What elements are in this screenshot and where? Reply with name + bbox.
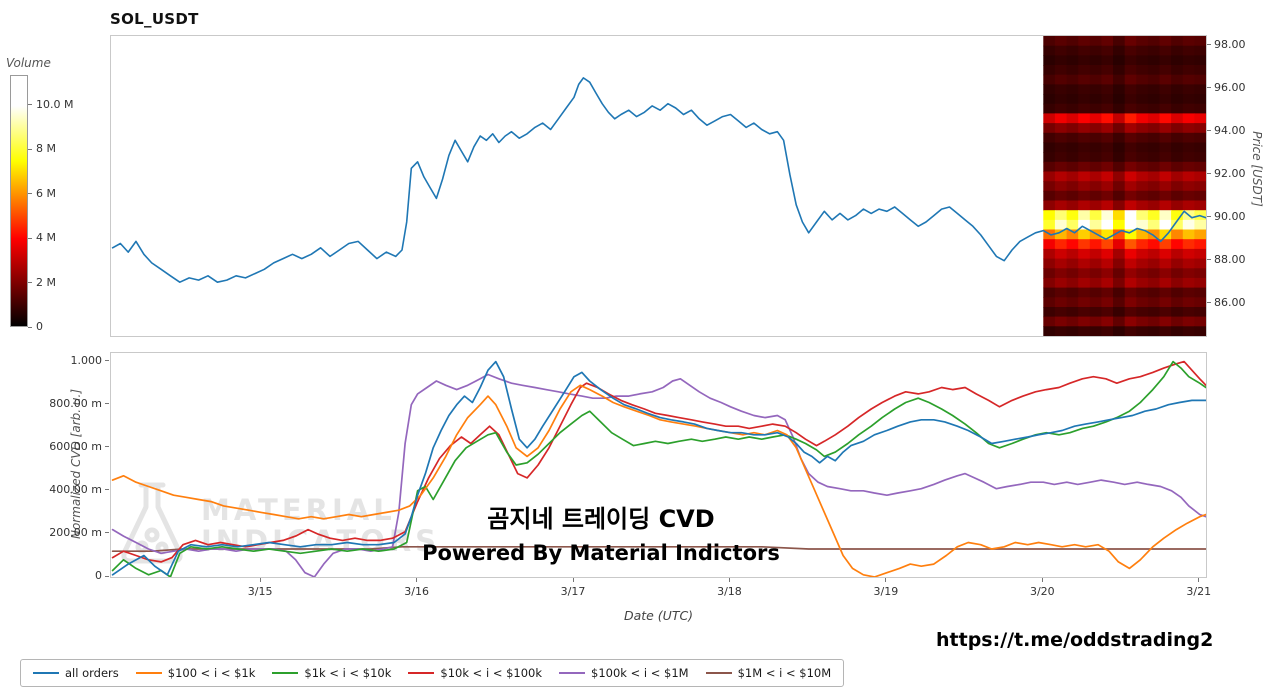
legend-item-3: $10k < i < $100k [408, 666, 542, 680]
price-tick-label: 94.00 [1214, 123, 1246, 137]
legend-item-label: all orders [65, 666, 119, 680]
price-axis-tick [1207, 44, 1211, 46]
legend-item-4: $100k < i < $1M [559, 666, 689, 680]
cvd-tick-label: 600.00 m [49, 439, 102, 453]
x-tick-label: 3/20 [1029, 585, 1055, 598]
legend-item-label: $100 < i < $1k [167, 666, 256, 680]
x-tick-label: 3/18 [717, 585, 742, 598]
price-axis-tick [1207, 259, 1211, 261]
legend-line-sample [272, 672, 299, 674]
cvd-axis-tick [105, 489, 109, 491]
cvd-axis-tick [105, 575, 109, 577]
cvd-series-line-0 [111, 360, 1206, 576]
volume-axis-tick [28, 326, 32, 328]
x-tick-label: 3/17 [560, 585, 586, 598]
legend-item-label: $100k < i < $1M [591, 666, 689, 680]
cvd-series-line-1 [111, 384, 1206, 577]
cvd-tick-label: 0 [95, 569, 102, 582]
watermark-caption-korean: 곰지네 트레이딩 CVD [487, 505, 715, 533]
volume-tick-label: 10.0 M [36, 97, 74, 111]
x-axis-tick [885, 578, 887, 582]
volume-axis-tick [28, 193, 32, 195]
legend-line-sample [705, 672, 732, 674]
legend-line-sample [559, 672, 586, 674]
price-tick-label: 96.00 [1214, 80, 1246, 94]
x-axis-tick [728, 578, 730, 582]
wordmark-line-1: MATERIAL [201, 492, 396, 527]
legend-item-0: all orders [33, 666, 119, 680]
cvd-series-line-4 [111, 373, 1206, 577]
cvd-axis-title: Normalized CVD [arb. u.] [69, 388, 83, 540]
price-tick-label: 90.00 [1214, 209, 1246, 223]
x-axis-tick [1041, 578, 1043, 582]
x-tick-label: 3/19 [873, 585, 899, 598]
volume-tick-label: 6 M [36, 186, 56, 200]
x-tick-label: 3/16 [404, 585, 429, 598]
legend-item-label: $1k < i < $10k [304, 666, 392, 680]
price-tick-label: 98.00 [1214, 37, 1246, 51]
volume-tick-label: 4 M [36, 231, 56, 245]
volume-heatmap [1043, 36, 1206, 336]
cvd-axis-tick [105, 360, 109, 362]
legend-item-2: $1k < i < $10k [272, 666, 391, 680]
watermark-caption: 곰지네 트레이딩 CVD Powered By Material Indicto… [351, 499, 851, 565]
cvd-tick-label: 400.00 m [49, 482, 102, 496]
x-axis-tick [259, 578, 261, 582]
volume-axis-tick [28, 237, 32, 239]
volume-axis-tick [28, 104, 32, 106]
volume-colorbar [10, 75, 28, 327]
legend: all orders $100 < i < $1k $1k < i < $10k $1… [20, 659, 845, 687]
volume-axis-tick [28, 148, 32, 150]
date-axis-title: Date (UTC) [623, 608, 694, 623]
price-axis-tick [1207, 87, 1211, 89]
cvd-series-line-5 [111, 545, 1206, 553]
x-axis-tick [1198, 578, 1200, 582]
legend-item-1: $100 < i < $1k [135, 666, 256, 680]
legend-item-label: $10k < i < $100k [440, 666, 543, 680]
price-line [111, 77, 1206, 283]
price-axis-tick [1207, 216, 1211, 218]
cvd-axis-tick [105, 446, 109, 448]
price-tick-label: 86.00 [1214, 295, 1246, 309]
price-axis-tick [1207, 130, 1211, 132]
volume-axis-tick [28, 282, 32, 284]
legend-line-sample [135, 672, 162, 674]
price-chart-svg [111, 36, 1206, 336]
volume-tick-label: 8 M [36, 142, 56, 156]
telegram-link[interactable]: https://t.me/oddstrading2 [936, 629, 1214, 651]
price-tick-label: 92.00 [1214, 166, 1246, 180]
cvd-axis-tick [105, 532, 109, 534]
cvd-panel: MATERIAL INDICATORS 곰지네 트레이딩 CVD Powered… [110, 352, 1207, 578]
price-tick-label: 88.00 [1214, 252, 1246, 266]
legend-line-sample [408, 672, 435, 674]
legend-line-sample [33, 672, 59, 674]
watermark-caption-powered-by: Powered By Material Indictors [422, 541, 780, 565]
cvd-axis-tick [105, 403, 109, 405]
volume-tick-label: 2 M [36, 275, 56, 289]
cvd-series-line-3 [111, 360, 1206, 563]
x-tick-label: 3/15 [247, 585, 273, 598]
legend-item-5: $1M < i < $10M [705, 666, 832, 680]
volume-axis-title: Volume [6, 56, 51, 70]
price-axis-tick [1207, 302, 1211, 304]
price-panel [110, 35, 1207, 337]
volume-tick-label: 0 [36, 320, 43, 333]
cvd-tick-label: 200.00 m [49, 525, 102, 539]
legend-item-label: $1M < i < $10M [737, 666, 832, 680]
cvd-tick-label: 1.000 [70, 353, 103, 367]
cvd-chart-svg [111, 360, 1206, 577]
x-axis-tick [572, 578, 574, 582]
x-tick-label: 3/21 [1186, 585, 1212, 598]
x-axis-tick [416, 578, 418, 582]
cvd-tick-label: 800.00 m [49, 396, 102, 410]
price-axis-tick [1207, 173, 1211, 175]
chart-title: SOL_USDT [110, 10, 199, 28]
